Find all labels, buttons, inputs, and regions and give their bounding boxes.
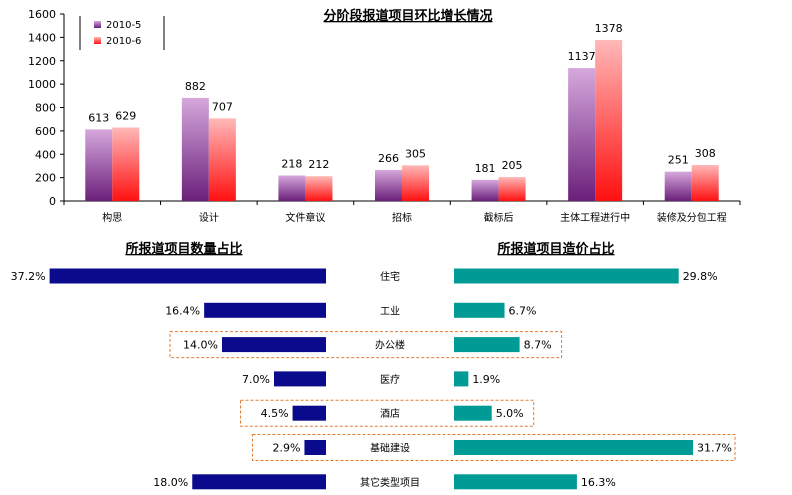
count-bar [304,440,326,455]
highlight-box-5 [251,434,736,461]
y-tick-label: 0 [49,195,56,208]
count-bar-label: 2.9% [272,442,300,455]
cost-bar [454,405,492,421]
bar-2010-6 [208,118,236,201]
x-category-label: 主体工程进行中 [560,211,630,224]
bar-2010-6 [691,165,719,201]
y-tick-label: 1600 [28,8,56,21]
bar-value-label: 266 [378,152,399,165]
growth-bar-chart: 0 200 400 600 800 1000 1200 1400 1600 构思 613 629 设计 8… [28,8,741,224]
bar-value-label: 251 [668,154,689,167]
bar-2010-5 [181,97,209,201]
bar-2010-6 [595,39,623,201]
bar-value-label: 613 [88,111,109,124]
cost-bar [454,337,520,353]
x-category-label: 设计 [199,211,219,224]
bar-2010-5 [568,68,596,201]
bar-value-label: 212 [308,158,329,171]
share-bar-charts: 37.2% 住宅 29.8% 16.4% 工业 6.7% 14.0% 办公楼 8.7% 7.0% 医… [11,268,736,490]
bar-2010-6 [305,176,333,201]
cost-bar [454,474,577,490]
cost-bar [454,440,694,455]
cost-bar-label: 6.7% [509,304,537,317]
bar-2010-6 [402,165,429,201]
cost-bar-label: 29.8% [683,270,718,283]
bar-2010-6 [498,177,526,201]
legend-label: 2010-6 [106,36,141,47]
count-bar-label: 4.5% [261,407,289,420]
cost-bar-label: 8.7% [524,339,552,352]
legend-swatch [94,37,101,44]
bar-value-label: 1137 [568,50,596,63]
count-bar [221,337,326,353]
count-bar [49,268,326,284]
bar-value-label: 707 [212,100,233,113]
x-category-label: 文件章议 [285,211,325,224]
share-category-label: 酒店 [380,407,400,420]
bar-2010-5 [278,175,306,201]
bar-value-label: 1378 [595,22,623,35]
bar-value-label: 882 [185,80,206,93]
x-category-label: 截标后 [484,211,514,224]
legend-swatch [94,21,101,28]
bar-value-label: 629 [115,109,136,122]
count-bar [192,474,326,490]
bar-value-label: 181 [475,162,496,175]
chart-title-count: 所报道项目数量占比 [125,241,242,257]
chart-title-growth: 分阶段报道项目环比增长情况 [323,8,492,24]
count-bar-label: 7.0% [242,373,270,386]
count-bar-label: 16.4% [165,304,200,317]
bar-2010-5 [85,129,113,201]
cost-bar-label: 31.7% [697,442,732,455]
y-tick-label: 600 [35,125,56,138]
cost-bar-label: 16.3% [581,476,616,489]
bar-2010-6 [112,127,140,201]
chart-title-cost: 所报道项目造价占比 [497,241,614,257]
share-category-label: 工业 [380,305,400,317]
x-category-label: 招标 [392,211,412,224]
count-bar-label: 14.0% [183,339,218,352]
y-tick-label: 1000 [28,78,56,91]
y-tick-label: 1200 [28,55,56,68]
highlight-box-4 [240,399,535,427]
cost-bar [454,371,469,387]
share-category-label: 基础建设 [370,442,410,455]
bar-value-label: 205 [502,159,523,172]
bar-2010-5 [471,179,499,201]
count-bar-label: 18.0% [153,476,188,489]
y-tick-label: 800 [35,102,56,115]
cost-bar [454,302,505,318]
x-category-label: 装修及分包工程 [657,211,727,224]
count-bar-label: 37.2% [11,270,46,283]
count-bar [292,405,326,421]
cost-bar [454,268,679,284]
share-category-label: 其它类型项目 [360,476,420,489]
share-category-label: 办公楼 [375,339,405,352]
x-category-label: 构思 [102,211,122,224]
bar-value-label: 218 [281,158,302,171]
legend-label: 2010-5 [106,20,141,31]
share-category-label: 医疗 [380,373,400,386]
highlight-box-2 [169,331,563,359]
bar-2010-5 [375,169,402,201]
bar-2010-5 [664,171,692,201]
count-bar [273,371,326,387]
bar-value-label: 308 [695,147,716,160]
share-category-label: 住宅 [380,270,400,283]
y-tick-label: 400 [35,148,56,161]
y-tick-label: 200 [35,172,56,185]
cost-bar-label: 5.0% [496,407,524,420]
y-tick-label: 1400 [28,31,56,44]
count-bar [204,302,326,318]
bar-value-label: 305 [405,147,426,160]
cost-bar-label: 1.9% [472,373,500,386]
